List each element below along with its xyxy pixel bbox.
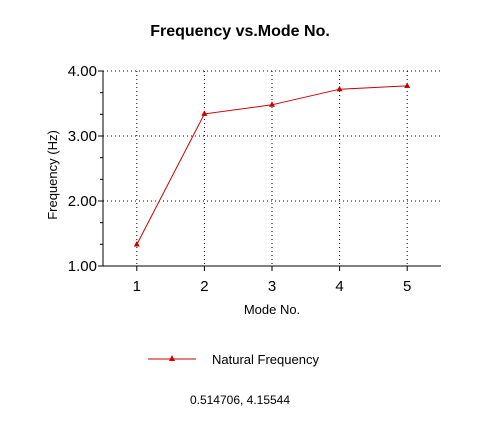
data-point-marker [201,110,208,116]
tick-labels: 1.00 2.00 3.00 4.00 1 2 3 4 5 [68,63,412,295]
x-tick-label: 1 [133,278,141,295]
grid-lines [103,70,441,266]
coordinate-readout: 0.514706, 4.15544 [190,393,290,407]
data-point-marker [269,101,275,107]
series-natural-frequency [133,82,411,247]
data-point-marker [404,82,411,88]
chart-title: Frequency vs.Mode No. [150,23,330,40]
x-tick-label: 5 [403,278,411,295]
y-axis-label: Frequency (Hz) [45,130,60,220]
y-tick-label: 2.00 [68,193,97,210]
x-axis-label: Mode No. [244,302,300,317]
x-tick-label: 2 [200,278,208,295]
y-tick-label: 3.00 [68,128,97,145]
legend: Natural Frequency [148,352,319,367]
series-line [136,85,408,245]
x-tick-label: 4 [335,278,343,295]
axes [98,70,441,271]
legend-label: Natural Frequency [212,352,319,367]
data-point-marker [133,241,140,247]
y-tick-label: 4.00 [68,63,97,80]
y-tick-label: 1.00 [68,258,97,275]
data-point-marker [336,85,343,92]
legend-triangle-marker-icon [169,355,175,361]
x-tick-label: 3 [268,278,276,295]
